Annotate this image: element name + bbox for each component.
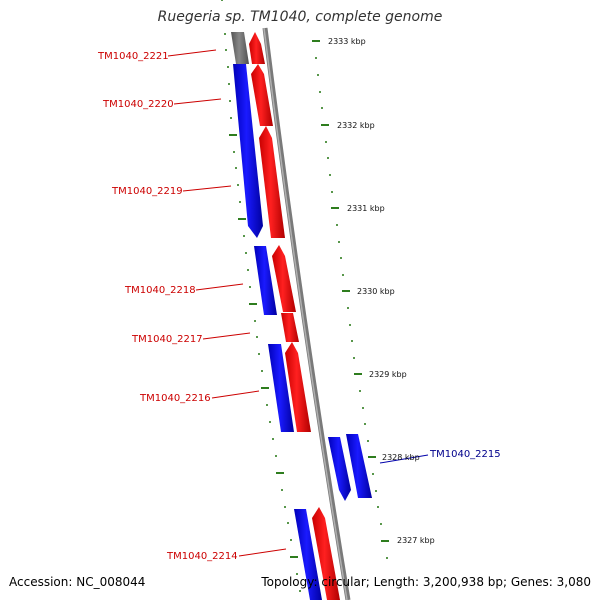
scale-label: 2330 kbp: [357, 287, 395, 296]
scale-label: 2333 kbp: [328, 37, 366, 46]
leader-tm1040-2219: [182, 185, 232, 192]
genome-backbone: [262, 27, 351, 600]
gene-tm1040-2218[interactable]: [254, 246, 277, 315]
gene-label[interactable]: TM1040_2219: [111, 186, 183, 197]
gene-tm1040-2220[interactable]: [233, 64, 263, 238]
leader-tm1040-2218: [195, 283, 244, 291]
scale-label: 2332 kbp: [337, 121, 375, 130]
scale-label: 2329 kbp: [369, 370, 407, 379]
gene-label[interactable]: TM1040_2220: [102, 99, 174, 110]
genome-title: Ruegeria sp. TM1040, complete genome: [157, 9, 443, 25]
scale-label: 2327 kbp: [397, 536, 435, 545]
gene-tm1040-2217[interactable]: [281, 313, 299, 342]
gene-label[interactable]: TM1040_2216: [139, 393, 211, 404]
accession-label: Accession: NC_008044: [9, 575, 146, 589]
scale-label: 2331 kbp: [347, 204, 385, 213]
scale-label: 2328 kbp: [382, 453, 420, 462]
gene-tm1040-2221-partial[interactable]: [231, 32, 249, 64]
gene-tm1040-2214-fwd[interactable]: [312, 507, 340, 600]
gene-label[interactable]: TM1040_2214: [166, 551, 238, 562]
gene-tm1040-2220-fwd[interactable]: [251, 64, 273, 126]
gene-tm1040-2221[interactable]: [249, 32, 265, 64]
gene-tm1040-2215-right[interactable]: [346, 434, 372, 498]
gene-label[interactable]: TM1040_2217: [131, 334, 203, 345]
outer-tick-ring: [312, 40, 389, 559]
gene-label[interactable]: TM1040_2221: [97, 51, 169, 62]
gene-label[interactable]: TM1040_2215: [429, 449, 501, 460]
gene-tm1040-2214[interactable]: [294, 509, 322, 600]
gene-label[interactable]: TM1040_2218: [124, 285, 196, 296]
gene-tm1040-2215-left[interactable]: [328, 437, 351, 501]
genome-summary: Topology: circular; Length: 3,200,938 bp…: [261, 575, 591, 589]
gene-tm1040-2218-fwd[interactable]: [272, 245, 296, 312]
gene-tm1040-2219[interactable]: [259, 126, 285, 238]
gene-tm1040-2216[interactable]: [268, 344, 294, 432]
leader-tm1040-2216: [211, 390, 260, 399]
leader-tm1040-2220: [173, 98, 222, 105]
inner-tick-ring: [221, 0, 301, 592]
leader-tm1040-2215: [379, 454, 429, 464]
leader-tm1040-2217: [202, 332, 251, 340]
gene-tm1040-2216-fwd[interactable]: [285, 342, 311, 432]
leader-tm1040-2221: [167, 49, 217, 57]
leader-tm1040-2214: [238, 548, 287, 557]
